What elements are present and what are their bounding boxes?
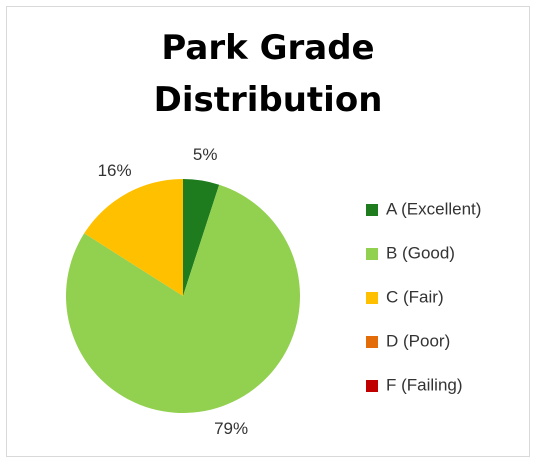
data-label: 16% (98, 161, 132, 180)
pie-slice (84, 179, 183, 296)
data-label: 79% (214, 419, 248, 438)
legend-swatch (366, 204, 378, 216)
legend-swatch (366, 380, 378, 392)
legend-label: C (Fair) (386, 287, 444, 306)
chart-frame (6, 6, 530, 457)
pie-slice (66, 184, 301, 414)
legend-swatch (366, 336, 378, 348)
legend-label: B (Good) (386, 243, 455, 262)
legend-swatch (366, 292, 378, 304)
legend-label: F (Failing) (386, 375, 463, 394)
data-label: 5% (193, 145, 218, 164)
legend-swatch (366, 248, 378, 260)
legend-label: A (Excellent) (386, 199, 481, 218)
chart-title: Park Grade Distribution (153, 28, 383, 120)
legend-label: D (Poor) (386, 331, 450, 350)
pie-slice (183, 179, 220, 296)
